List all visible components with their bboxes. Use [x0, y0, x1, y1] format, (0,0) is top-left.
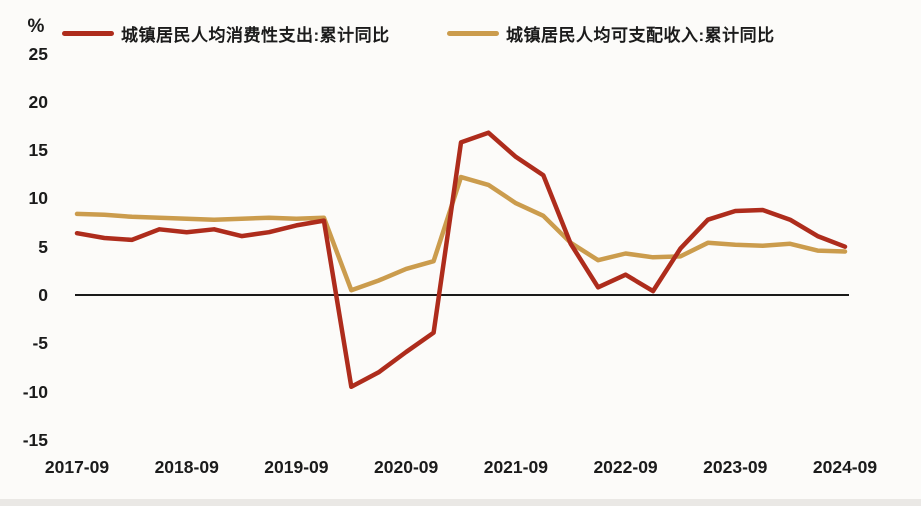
x-tick-label: 2023-09 — [703, 457, 768, 477]
y-tick-label: 5 — [38, 236, 48, 257]
x-tick-label: 2022-09 — [593, 457, 658, 477]
y-tick-label: 0 — [38, 285, 48, 305]
legend-line-swatch-consumption — [62, 31, 114, 36]
x-tick-label: 2020-09 — [374, 457, 439, 477]
legend-label-consumption: 城镇居民人均消费性支出:累计同比 — [121, 26, 390, 45]
y-tick-label: 15 — [28, 140, 48, 161]
y-tick-label: 20 — [28, 91, 48, 112]
y-tick-label: -10 — [22, 381, 48, 402]
legend: 城镇居民人均消费性支出:累计同比 城镇居民人均可支配收入:累计同比 — [0, 0, 921, 46]
legend-line-swatch-income — [447, 31, 499, 36]
legend-label-income: 城镇居民人均可支配收入:累计同比 — [506, 26, 775, 45]
legend-item-consumption: 城镇居民人均消费性支出:累计同比 — [62, 21, 390, 46]
x-tick-label: 2021-09 — [483, 457, 548, 477]
series-line-income — [74, 174, 848, 293]
legend-item-income: 城镇居民人均可支配收入:累计同比 — [447, 21, 775, 46]
y-tick-label: -15 — [22, 429, 48, 450]
bottom-edge-shadow — [0, 499, 921, 506]
y-tick-label: -5 — [32, 333, 48, 354]
x-tick-label: 2024-09 — [812, 457, 878, 477]
x-tick-label: 2017-09 — [44, 457, 110, 477]
y-axis-unit-label: % — [27, 16, 45, 37]
y-tick-label: 25 — [28, 43, 48, 64]
y-tick-label: 10 — [28, 188, 48, 209]
x-tick-label: 2019-09 — [264, 457, 329, 477]
x-tick-label: 2018-09 — [154, 457, 219, 477]
series-line-consumption — [74, 130, 848, 390]
